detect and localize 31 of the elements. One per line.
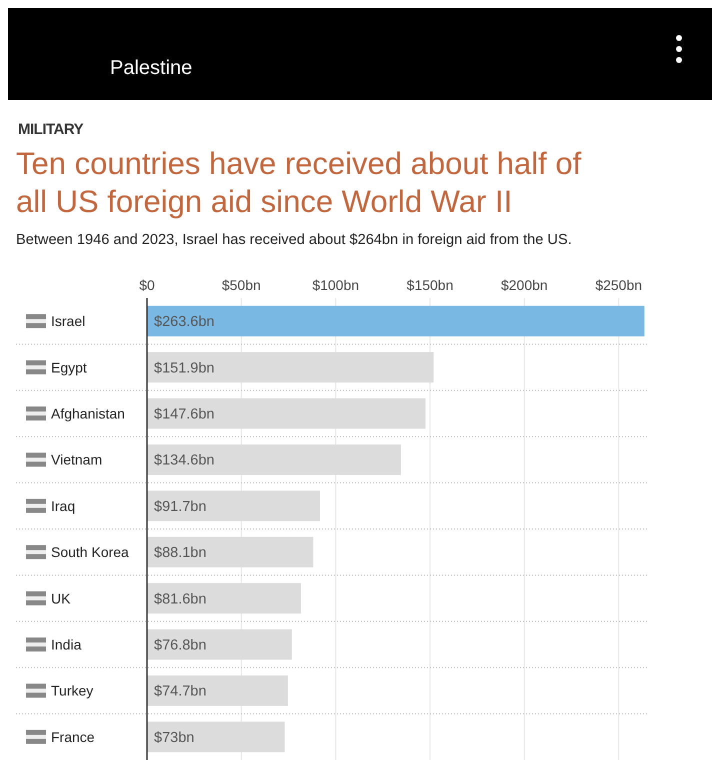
chart-title: Ten countries have received about half of all US foreign aid since World War II <box>16 146 582 219</box>
data-label: $134.6bn <box>154 452 214 469</box>
data-label: $88.1bn <box>154 545 206 562</box>
data-label: $263.6bn <box>154 314 214 330</box>
data-label: $91.7bn <box>154 498 206 515</box>
chart-subtitle: Between 1946 and 2023, Israel has received about $264bn in foreign aid from the US. <box>16 232 572 248</box>
y-tick-label: Afghanistan <box>51 406 125 422</box>
y-tick-label: Iraq <box>51 498 76 514</box>
x-tick-label: $150bn <box>406 277 454 293</box>
data-label: $74.7bn <box>154 684 206 700</box>
y-tick-label: France <box>51 728 95 745</box>
y-tick-label: Egypt <box>51 359 87 376</box>
data-label: $147.6bn <box>154 406 214 422</box>
text: Palestine <box>110 57 192 79</box>
data-label: $81.6bn <box>154 591 206 608</box>
x-tick-label: $250bn <box>595 277 642 293</box>
bar <box>147 306 644 336</box>
data-label: $151.9bn <box>154 360 214 376</box>
y-tick-label: Turkey <box>51 682 94 699</box>
y-tick-label: Vietnam <box>51 452 102 468</box>
y-tick-label: India <box>51 636 82 652</box>
y-tick-label: Israel <box>51 313 86 330</box>
y-tick-label: South Korea <box>51 544 130 560</box>
data-label: $73bn <box>154 730 194 746</box>
x-tick-label: $100bn <box>312 277 360 293</box>
data-label: $76.8bn <box>154 638 206 654</box>
text: MILITARY <box>18 121 84 138</box>
x-tick-label: $50bn <box>222 277 261 293</box>
y-tick-label: UK <box>51 590 72 606</box>
x-tick-label: $0 <box>139 277 155 293</box>
x-tick-label: $200bn <box>501 277 548 293</box>
